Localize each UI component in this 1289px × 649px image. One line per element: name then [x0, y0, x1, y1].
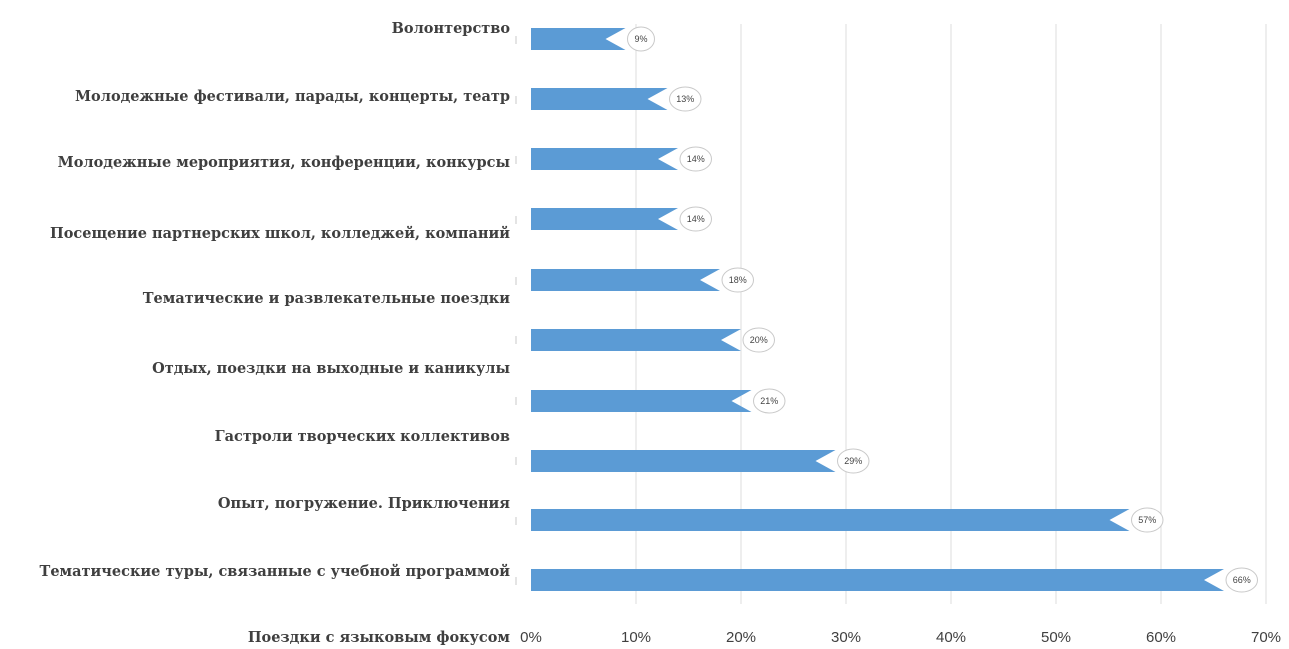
- data-label-6: 20%: [750, 335, 768, 345]
- bar-5: [531, 269, 720, 291]
- data-label-bubble-1: [627, 26, 655, 52]
- data-label-5: 18%: [729, 275, 747, 285]
- data-label-bubble-8: [837, 448, 870, 474]
- labels-layer: Волонтерство Молодежные фестивали, парады…: [40, 20, 1258, 646]
- x-tick-label-7: 70%: [1251, 629, 1281, 646]
- data-label-2: 13%: [676, 94, 694, 104]
- x-tick-label-3: 30%: [831, 629, 861, 646]
- bar-6: [531, 329, 741, 351]
- bar-10: [531, 569, 1224, 591]
- data-label-10: 66%: [1233, 575, 1251, 585]
- bar-8: [531, 450, 836, 472]
- category-label-10: Поездки с языковым фокусом: [248, 629, 511, 646]
- bars-layer: [531, 28, 1224, 591]
- category-label-9: Тематические туры, связанные с учебной п…: [40, 563, 511, 580]
- data-label-8: 29%: [844, 456, 862, 466]
- data-label-bubble-2: [669, 86, 702, 112]
- data-label-bubble-7: [753, 388, 786, 414]
- x-tick-label-4: 40%: [936, 629, 966, 646]
- x-tick-label-0: 0%: [520, 629, 542, 646]
- data-label-bubble-9: [1131, 507, 1164, 533]
- bar-9: [531, 509, 1130, 531]
- data-label-1: 9%: [634, 34, 647, 44]
- x-tick-label-1: 10%: [621, 629, 651, 646]
- x-tick-label-6: 60%: [1146, 629, 1176, 646]
- data-label-4: 14%: [687, 214, 705, 224]
- data-label-bubble-4: [679, 206, 712, 232]
- data-label-bubble-10: [1225, 567, 1258, 593]
- data-label-7: 21%: [760, 396, 778, 406]
- data-label-bubble-5: [721, 267, 754, 293]
- bar-7: [531, 390, 752, 412]
- data-label-9: 57%: [1138, 515, 1156, 525]
- bar-1: [531, 28, 626, 50]
- category-label-2: Молодежные фестивали, парады, концерты, …: [75, 88, 510, 105]
- data-label-3: 14%: [687, 154, 705, 164]
- data-label-bubble-6: [742, 327, 775, 353]
- category-label-6: Отдых, поездки на выходные и каникулы: [152, 360, 510, 377]
- bar-3: [531, 148, 678, 170]
- category-label-1: Волонтерство: [392, 20, 511, 37]
- ticks-layer: 0% 10% 20% 30% 40% 50% 60% 70%: [520, 629, 1281, 646]
- x-tick-label-2: 20%: [726, 629, 756, 646]
- category-label-4: Посещение партнерских школ, колледжей, к…: [50, 225, 510, 242]
- category-label-3: Молодежные мероприятия, конференции, кон…: [58, 154, 510, 171]
- bar-2: [531, 88, 668, 110]
- category-label-8: Опыт, погружение. Приключения: [218, 495, 510, 512]
- data-label-bubble-3: [679, 146, 712, 172]
- category-label-7: Гастроли творческих коллективов: [215, 428, 510, 445]
- grid-layer: [515, 24, 1267, 604]
- x-tick-label-5: 50%: [1041, 629, 1071, 646]
- bar-4: [531, 208, 678, 230]
- category-label-5: Тематические и развлекательные поездки: [143, 290, 510, 307]
